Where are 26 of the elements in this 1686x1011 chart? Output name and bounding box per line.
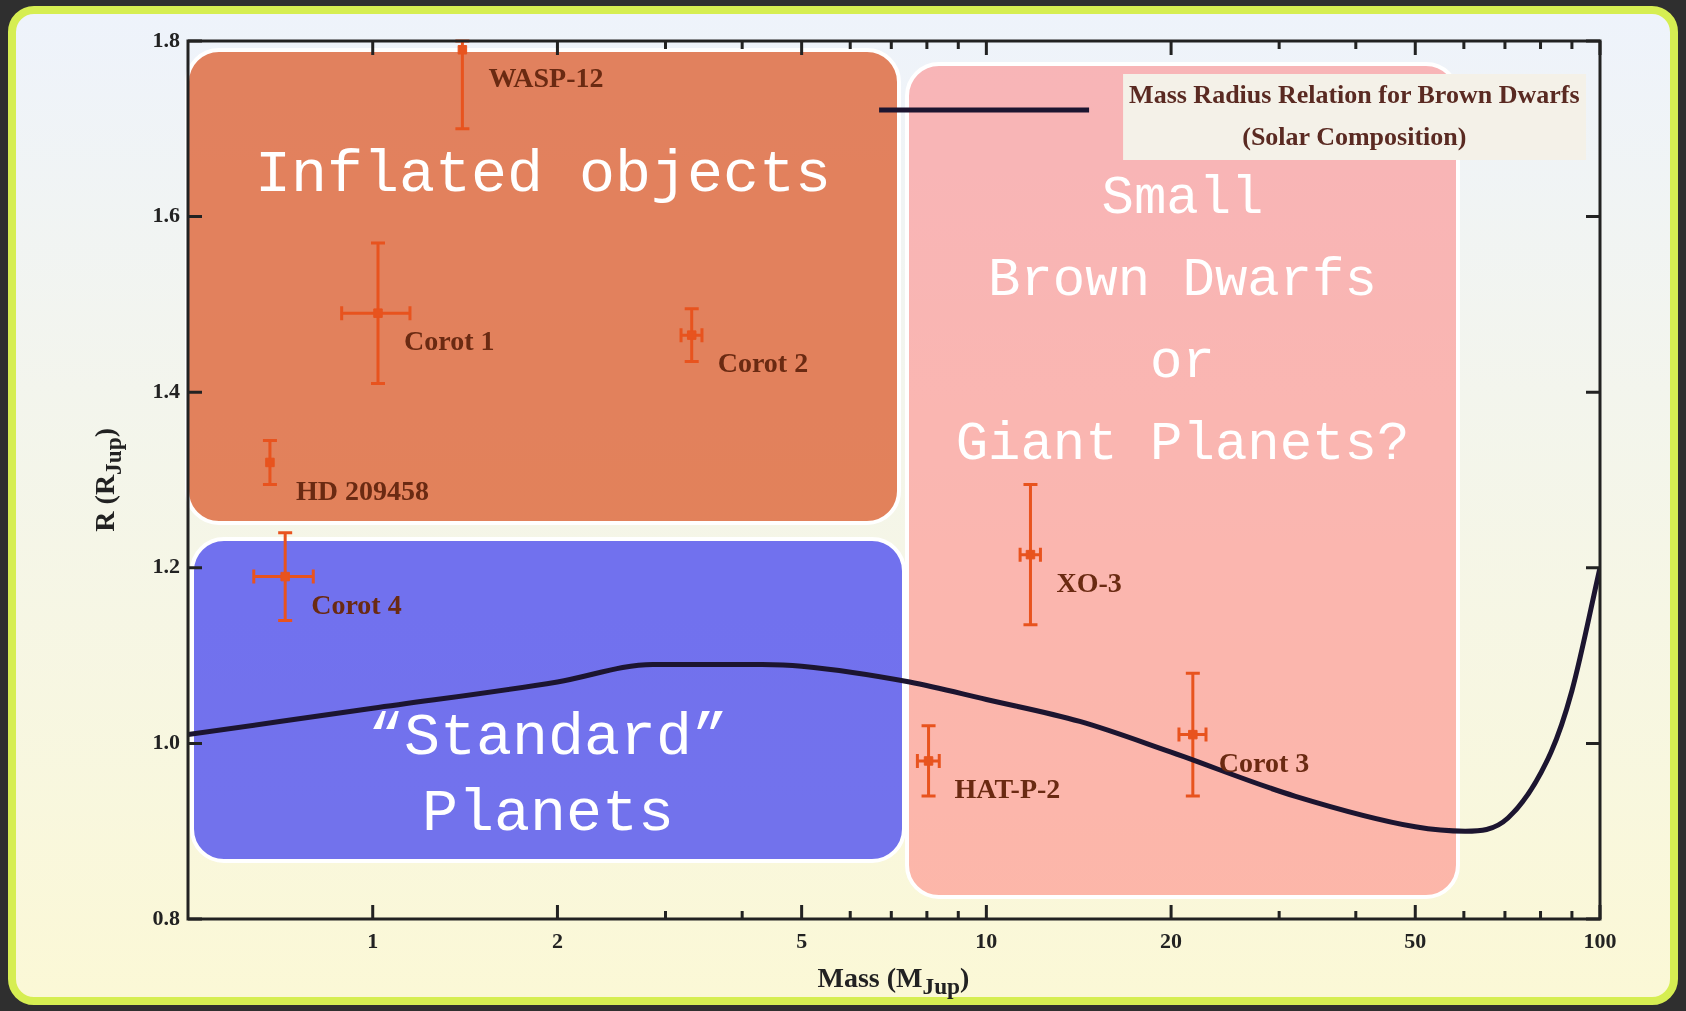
- x-axis-title: Mass (M$_{Jup}$): [817, 962, 970, 1000]
- x-tick-label: 100: [1583, 927, 1617, 953]
- y-tick-label: 1.0: [152, 729, 180, 755]
- annotation: HAT-P-2: [954, 773, 1061, 805]
- legend-label: Mass Radius Relation for Brown Dwarfs (Solar Composition): [1129, 79, 1580, 151]
- y-tick-label: 1.2: [152, 553, 180, 579]
- x-tick-label: 50: [1404, 927, 1427, 953]
- x-tick-label: 10: [975, 927, 998, 953]
- annotation: “Standard” Planets: [366, 703, 730, 850]
- annotation: XO-3: [1056, 566, 1122, 598]
- y-tick-label: 1.6: [152, 202, 180, 228]
- annotation: Corot 2: [717, 347, 809, 379]
- x-tick-label: 2: [551, 927, 563, 953]
- annotation: WASP-12: [488, 62, 604, 94]
- x-tick-label: 5: [796, 927, 808, 953]
- annotation: Corot 1: [404, 325, 495, 357]
- y-tick-label: 0.8: [152, 904, 180, 930]
- annotation: Small Brown Dwarfs or Giant Planets?: [954, 167, 1411, 477]
- y-tick-label: 1.4: [152, 377, 180, 403]
- x-tick-label: 20: [1160, 927, 1183, 953]
- annotation: Corot 3: [1218, 746, 1310, 778]
- annotation: HD 209458: [295, 474, 429, 506]
- x-tick-label: 1: [367, 927, 379, 953]
- annotation: Corot 4: [311, 588, 402, 620]
- y-tick-label: 1.8: [152, 26, 180, 52]
- annotation: Inflated objects: [253, 140, 833, 210]
